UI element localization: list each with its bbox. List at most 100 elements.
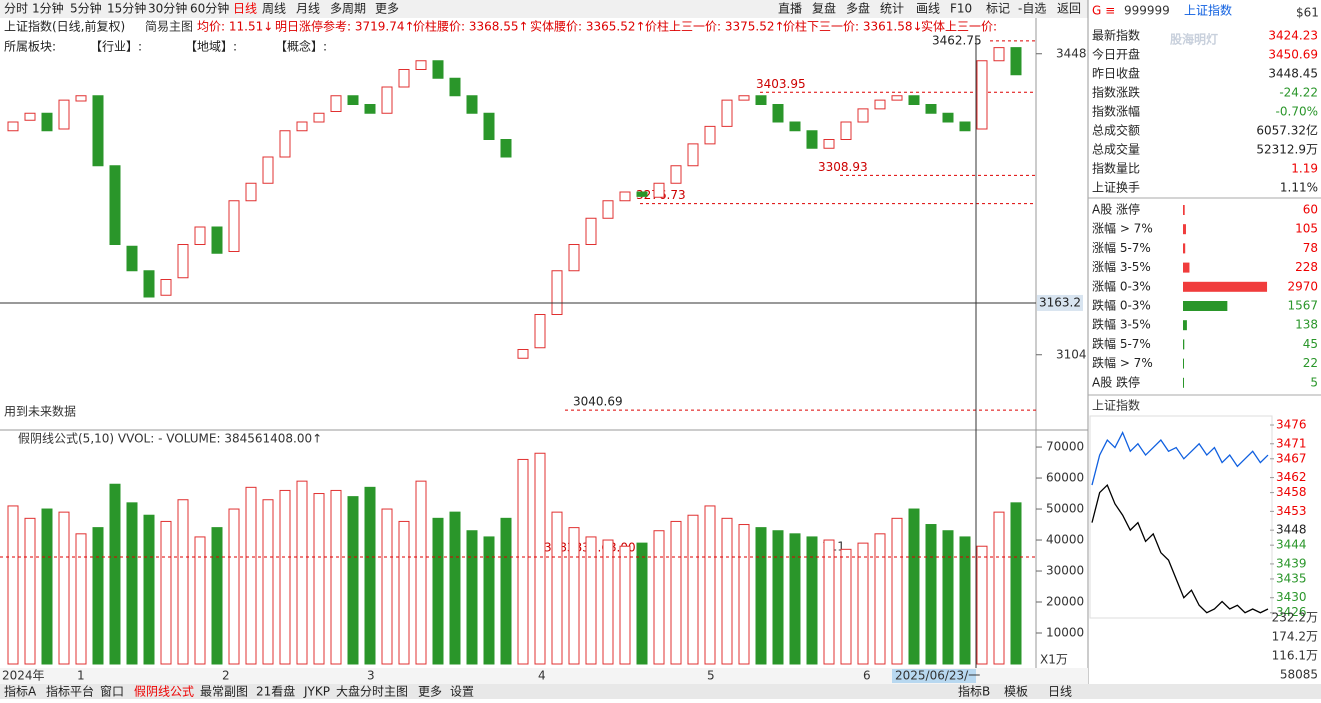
candle xyxy=(483,112,495,140)
volume-bar xyxy=(908,508,920,665)
candle xyxy=(58,99,70,130)
breadth-value: 78 xyxy=(1303,241,1318,255)
toolbar-button[interactable]: 返回 xyxy=(1057,2,1081,16)
toolbar-button[interactable]: 画线 xyxy=(916,2,940,16)
level-label: 3308.93 xyxy=(818,160,868,174)
volume-bar xyxy=(585,536,597,665)
volume-bar xyxy=(738,524,750,665)
toolbar-button[interactable]: 标记 xyxy=(986,2,1010,16)
candle xyxy=(398,69,410,88)
breadth-bar xyxy=(1183,358,1184,369)
volume-bar xyxy=(755,527,767,665)
bottom-tab[interactable]: 大盘分时主图 xyxy=(336,684,408,699)
candle xyxy=(75,95,87,102)
date-label: 2024年 xyxy=(2,669,45,683)
candle xyxy=(925,104,937,114)
toolbar-button[interactable]: 统计 xyxy=(880,2,904,16)
volume-bar xyxy=(449,511,461,665)
future-note: 用到未来数据 xyxy=(4,404,76,419)
volume-bar xyxy=(483,536,495,665)
volume-title: 假阴线公式(5,10) VVOL: - VOLUME: 384561408.00… xyxy=(18,432,322,446)
candle xyxy=(636,191,648,197)
volume-bar xyxy=(143,514,155,665)
quote-label: 指数量比 xyxy=(1092,161,1140,176)
candle xyxy=(466,95,478,114)
bottom-tab[interactable]: 窗口 xyxy=(100,685,124,699)
bottom-tab[interactable]: 更多 xyxy=(418,685,442,699)
candle xyxy=(126,245,138,272)
toolbar-tab[interactable]: 30分钟 xyxy=(148,1,187,16)
bottom-tab[interactable]: 指标B xyxy=(958,684,990,699)
sector-item: 【地域】: xyxy=(185,40,237,54)
candle xyxy=(228,200,240,252)
candle xyxy=(772,104,784,123)
toolbar-tab[interactable]: 15分钟 xyxy=(107,1,146,16)
bottom-tab[interactable]: 模板 xyxy=(1004,685,1028,699)
toolbar-tab[interactable]: 1分钟 xyxy=(32,1,64,16)
mini-tick-label: 3462 xyxy=(1276,470,1307,484)
date-label: 2 xyxy=(222,669,230,683)
volume-bar xyxy=(228,508,240,665)
date-label: 6 xyxy=(863,669,871,683)
volume-bar xyxy=(874,533,886,665)
toolbar-tab[interactable]: 周线 xyxy=(262,2,286,16)
info-item: 价柱腰价: 3368.55↑ xyxy=(413,19,529,34)
candle xyxy=(755,95,767,105)
breadth-label: 涨幅 0-3% xyxy=(1092,278,1151,293)
volume-bar xyxy=(381,508,393,665)
bottom-tab[interactable]: 21看盘 xyxy=(256,684,295,699)
y-tick-label: 3448 xyxy=(1056,46,1087,60)
candle xyxy=(381,86,393,114)
volume-bar xyxy=(551,511,563,665)
breadth-value: 60 xyxy=(1303,203,1318,217)
candle xyxy=(721,99,733,127)
toolbar-tab[interactable]: 5分钟 xyxy=(70,1,102,16)
bottom-tab[interactable]: JYKP xyxy=(303,685,330,699)
bottom-tab[interactable]: 最常副图 xyxy=(200,685,248,699)
candle xyxy=(857,108,869,123)
breadth-bar xyxy=(1183,281,1268,292)
toolbar-tab[interactable]: 月线 xyxy=(296,2,320,16)
volume-bar xyxy=(772,530,784,665)
bottom-tab[interactable]: 日线 xyxy=(1048,685,1072,699)
toolbar-tab[interactable]: 日线 xyxy=(233,2,257,16)
toolbar-button[interactable]: -自选 xyxy=(1018,2,1046,16)
quote-label: 指数涨跌 xyxy=(1092,85,1140,100)
candle xyxy=(160,279,172,296)
toolbar-tab[interactable]: 分时 xyxy=(4,2,28,16)
mini-tick-label: 3471 xyxy=(1276,436,1307,450)
toolbar-tab[interactable]: 多周期 xyxy=(330,2,366,16)
breadth-value: 22 xyxy=(1303,356,1318,370)
candle xyxy=(313,112,325,123)
bottom-tab[interactable]: 设置 xyxy=(450,685,474,699)
quote-label: 总成交量 xyxy=(1092,142,1140,157)
date-label: 1 xyxy=(77,669,85,683)
volume-bar xyxy=(432,517,444,665)
breadth-bar xyxy=(1183,224,1186,235)
bottom-tab[interactable]: 指标A xyxy=(4,684,37,699)
bottom-tab[interactable]: 指标平台 xyxy=(46,684,94,699)
breadth-label: A股 涨停 xyxy=(1092,202,1140,217)
bottom-tab[interactable]: 假阴线公式 xyxy=(134,685,194,699)
breadth-bar xyxy=(1183,243,1186,254)
info-item: 实体上三一价: xyxy=(921,19,997,34)
toolbar-button[interactable]: F10 xyxy=(950,2,972,16)
breadth-value: 5 xyxy=(1310,375,1318,389)
volume-bar xyxy=(24,517,36,665)
volume-bar xyxy=(602,539,614,665)
candle xyxy=(194,226,206,245)
volume-bar xyxy=(245,486,257,665)
toolbar-button[interactable]: 多盘 xyxy=(846,1,870,16)
quote-name: 上证指数 xyxy=(1184,3,1232,18)
candle xyxy=(585,217,597,245)
sector-item: 【概念】: xyxy=(275,39,327,54)
volume-bar xyxy=(857,542,869,665)
volume-bar xyxy=(840,548,852,665)
toolbar-button[interactable]: 直播 xyxy=(778,2,802,16)
toolbar-button[interactable]: 复盘 xyxy=(812,1,836,16)
candle xyxy=(415,60,427,70)
date-label: 2025/06/23/一 xyxy=(895,669,980,683)
mini-tick-label: 3448 xyxy=(1276,523,1307,537)
toolbar-tab[interactable]: 60分钟 xyxy=(190,1,229,16)
toolbar-tab[interactable]: 更多 xyxy=(375,2,399,16)
